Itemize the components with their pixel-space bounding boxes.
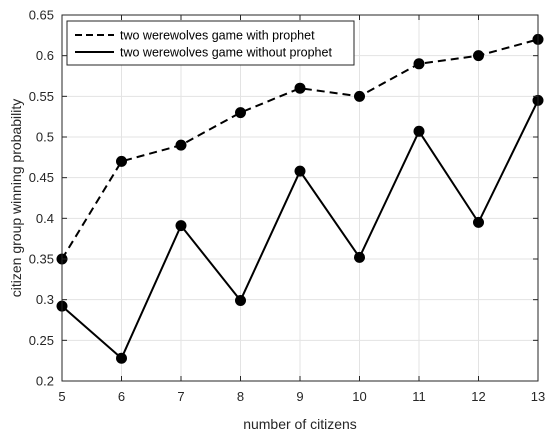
data-point-series-0 [175, 139, 187, 151]
data-point-series-1 [116, 352, 127, 364]
data-point-series-1 [413, 125, 425, 137]
y-tick-label: 0.2 [36, 374, 54, 389]
y-tick-label: 0.4 [36, 211, 54, 226]
y-tick-label: 0.35 [29, 252, 54, 267]
x-tick-label: 10 [352, 389, 366, 404]
ticks [61, 14, 539, 382]
x-tick-label: 9 [296, 389, 303, 404]
data-point-series-0 [473, 50, 484, 62]
data-point-series-0 [294, 82, 306, 94]
data-point-series-1 [473, 216, 484, 228]
x-tick-label: 11 [412, 389, 426, 404]
y-tick-label: 0.25 [29, 333, 54, 348]
tick-labels: 5 6 7 8 9 10 11 12 13 0.2 0.25 0.3 0.35 0.4 0.45 0.5 0.5… [29, 8, 546, 405]
data-point-series-0 [235, 107, 246, 119]
legend-label-without-prophet: two werewolves game without prophet [120, 46, 332, 60]
data-point-series-1 [175, 220, 187, 232]
x-tick-label: 12 [471, 389, 485, 404]
x-tick-label: 5 [58, 389, 65, 404]
legend-box [66, 20, 355, 66]
y-tick-label: 0.65 [29, 8, 54, 23]
y-axis-title: citizen group winning probability [8, 99, 24, 297]
legend-label-with-prophet: two werewolves game with prophet [120, 29, 315, 43]
x-tick-label: 8 [237, 389, 244, 404]
series-layer [56, 33, 544, 364]
y-tick-label: 0.6 [36, 48, 54, 63]
x-tick-label: 7 [177, 389, 184, 404]
data-point-series-1 [354, 251, 365, 263]
y-tick-label: 0.5 [36, 130, 54, 145]
y-tick-label: 0.45 [29, 170, 54, 185]
x-axis-title: number of citizens [243, 416, 357, 432]
data-point-series-0 [413, 58, 425, 70]
data-point-series-1 [294, 165, 306, 177]
x-tick-label: 13 [531, 389, 545, 404]
data-point-series-1 [235, 294, 246, 306]
data-point-series-0 [116, 155, 127, 167]
x-tick-label: 6 [118, 389, 125, 404]
legend: two werewolves game with prophet two wer… [66, 20, 355, 66]
series-line-0 [61, 38, 539, 260]
data-point-series-0 [354, 90, 365, 102]
y-tick-label: 0.3 [36, 292, 54, 307]
y-tick-label: 0.55 [29, 89, 54, 104]
